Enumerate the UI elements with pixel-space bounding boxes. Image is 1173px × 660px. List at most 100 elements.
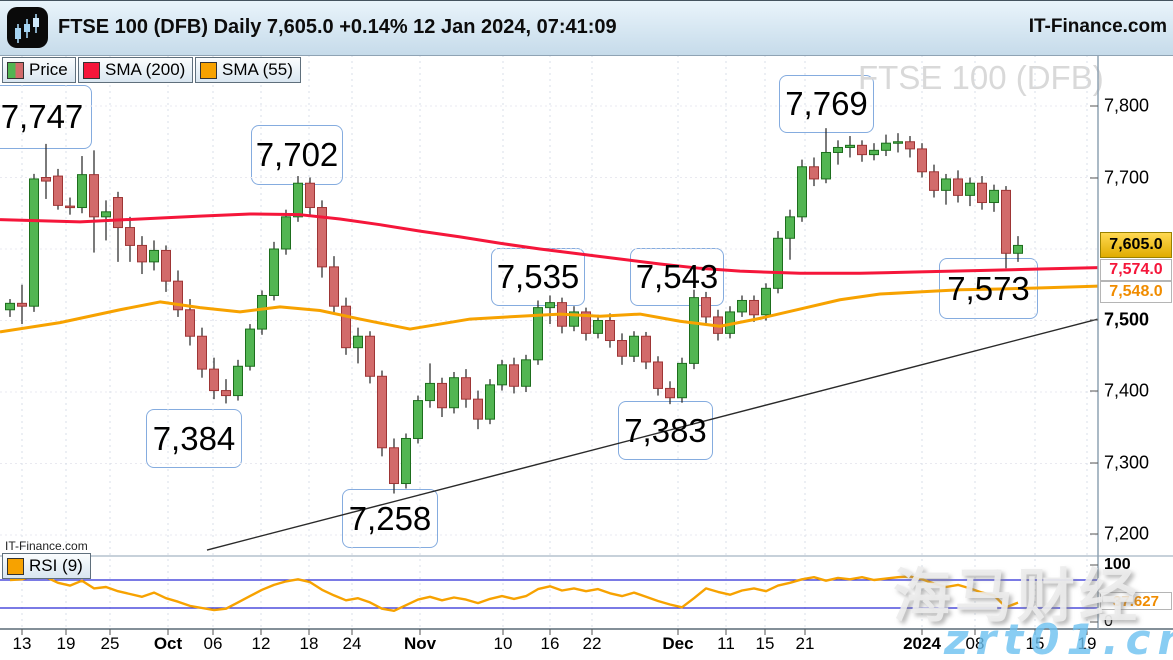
candle-body [677, 362, 687, 399]
candle-body [869, 149, 879, 156]
candle-body [305, 182, 315, 209]
sma-line [0, 284, 1099, 334]
price-annotation: 7,384 [146, 409, 242, 468]
sma55-value-box: 7,548.0 [1100, 281, 1172, 303]
candle-body [137, 244, 147, 263]
legend-item-sma-200[interactable]: SMA (200) [78, 57, 194, 83]
rsi-swatch-icon [7, 557, 24, 575]
candle-body [581, 311, 591, 334]
legend-swatch-icon [200, 61, 217, 79]
time-axis-label: 2024 [903, 634, 941, 653]
time-axis-label: 13 [12, 634, 32, 653]
candle-body [701, 297, 711, 318]
candle-body [641, 335, 651, 363]
candle-body [5, 302, 15, 311]
candle-body [53, 175, 63, 206]
candle-body [749, 299, 759, 316]
candle-body [929, 171, 939, 191]
candle-body [665, 387, 675, 399]
price-axis-label: 7,400 [1104, 380, 1150, 401]
time-axis-label: 10 [493, 634, 513, 653]
candle-body [809, 166, 819, 180]
candle-body [893, 141, 903, 144]
rsi-axis-label: 100 [1104, 556, 1131, 573]
price-annotation-label: 7,573 [947, 269, 1030, 307]
price-annotation: 7,258 [342, 489, 438, 548]
time-axis-label: 15 [755, 634, 775, 653]
price-annotation: 7,702 [251, 125, 343, 185]
time-axis-label: Nov [403, 634, 437, 653]
site-watermark: zrt01.cn [944, 615, 1173, 660]
price-annotation-label: 7,384 [152, 419, 236, 457]
candle-body [941, 178, 951, 191]
price-annotation-label: 7,535 [496, 258, 580, 295]
candle-body [185, 309, 195, 337]
rsi-axis-label: 0 [1104, 613, 1113, 630]
legend-label: SMA (200) [105, 60, 186, 79]
candle-body [617, 340, 627, 357]
candle-body [113, 197, 123, 229]
candle-body [125, 227, 135, 246]
legend-swatch-icon [7, 61, 24, 79]
candle-body [497, 364, 507, 386]
candle-body [797, 166, 807, 218]
time-axis-label: 06 [203, 634, 223, 653]
candle-body [737, 299, 747, 313]
candle-body [341, 305, 351, 349]
candle-body [17, 302, 27, 307]
legend-item-price[interactable]: Price [2, 57, 76, 83]
candle-body [401, 437, 411, 485]
price-annotation-label: 7,747 [0, 98, 84, 135]
time-axis-label: 19 [1077, 634, 1097, 653]
candle-body [101, 211, 111, 218]
header-bar: FTSE 100 (DFB) Daily 7,605.0 +0.14% 12 J… [0, 1, 1173, 56]
candle-body [773, 237, 783, 289]
candle-body [881, 142, 891, 151]
candle-body [365, 335, 375, 377]
candle-body [293, 182, 303, 218]
time-axis-label: 08 [965, 634, 985, 653]
price-annotation: 7,383 [618, 401, 713, 460]
candle-body [965, 182, 975, 196]
legend-item-sma-55[interactable]: SMA (55) [195, 57, 301, 83]
candle-body [629, 335, 639, 357]
candle-body [533, 307, 543, 361]
time-axis-label: 25 [100, 634, 120, 653]
candle-body [41, 177, 51, 182]
candlestick-logo-icon [7, 7, 48, 48]
candle-body [905, 141, 915, 150]
candle-body [761, 287, 771, 316]
candle-body [953, 178, 963, 196]
price-annotation: 7,747 [0, 85, 92, 149]
candle-body [1013, 244, 1023, 254]
candle-body [521, 359, 531, 387]
price-annotation-label: 7,383 [624, 411, 707, 449]
candle-body [281, 216, 291, 250]
candle-body [977, 182, 987, 204]
price-axis-label: 7,200 [1104, 523, 1150, 544]
time-axis-label: 15 [1025, 634, 1045, 653]
candle-body [845, 144, 855, 148]
candle-body [353, 335, 363, 349]
rsi-legend-item[interactable]: RSI (9) [2, 553, 91, 579]
candle-body [65, 205, 75, 209]
candle-body [389, 447, 399, 485]
time-axis-label: 22 [582, 634, 602, 653]
candle-body [989, 189, 999, 204]
cn-watermark: 海马财经 [893, 564, 1142, 629]
candle-body [545, 302, 555, 309]
candle-body [89, 174, 99, 218]
candle-body [461, 377, 471, 400]
time-axis-label: 12 [251, 634, 271, 653]
candle-body [833, 146, 843, 153]
legend-label: Price [29, 60, 68, 79]
candle-body [233, 365, 243, 397]
candle-body [653, 361, 663, 389]
candle-body [485, 384, 495, 420]
candle-body [593, 320, 603, 334]
legend-label: SMA (55) [222, 60, 293, 79]
candle-body [449, 377, 459, 409]
candle-body [317, 207, 327, 268]
